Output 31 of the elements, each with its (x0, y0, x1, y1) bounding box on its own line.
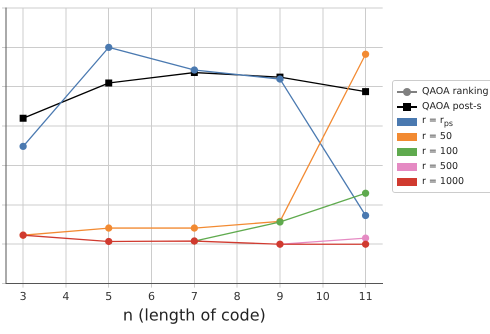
x-tick-label: 3 (20, 290, 27, 304)
point (362, 50, 370, 58)
point (105, 238, 112, 246)
point (362, 234, 370, 242)
point (105, 80, 112, 86)
x-tick-label: 8 (234, 290, 241, 304)
point (190, 66, 198, 74)
point (105, 44, 112, 52)
point (20, 114, 27, 122)
legend-label: r = 500 (422, 161, 458, 172)
x-axis-title: n (length of code) (122, 306, 266, 325)
legend-label: QAOA ranking (422, 86, 489, 97)
legend-label: r = r$_{ps}$ (422, 115, 453, 128)
legend-label: r = 1000 (422, 176, 464, 187)
point (105, 224, 112, 232)
x-tick-label: 5 (105, 290, 112, 304)
legend-label: r = 100 (422, 146, 458, 157)
x-tick-label: 4 (62, 290, 70, 304)
x-tick-label: 9 (276, 290, 284, 304)
x-tick-label: 11 (358, 290, 373, 304)
point (362, 88, 370, 96)
point (362, 240, 370, 248)
legend-label: r = 50 (422, 131, 452, 142)
point (362, 190, 370, 197)
point (362, 212, 370, 220)
point (190, 224, 198, 232)
legend-label: QAOA post-s (422, 101, 482, 112)
point (19, 142, 27, 150)
x-tick-label: 6 (148, 290, 156, 304)
x-tick-label: 10 (316, 290, 330, 304)
x-tick-label: 7 (190, 290, 198, 304)
